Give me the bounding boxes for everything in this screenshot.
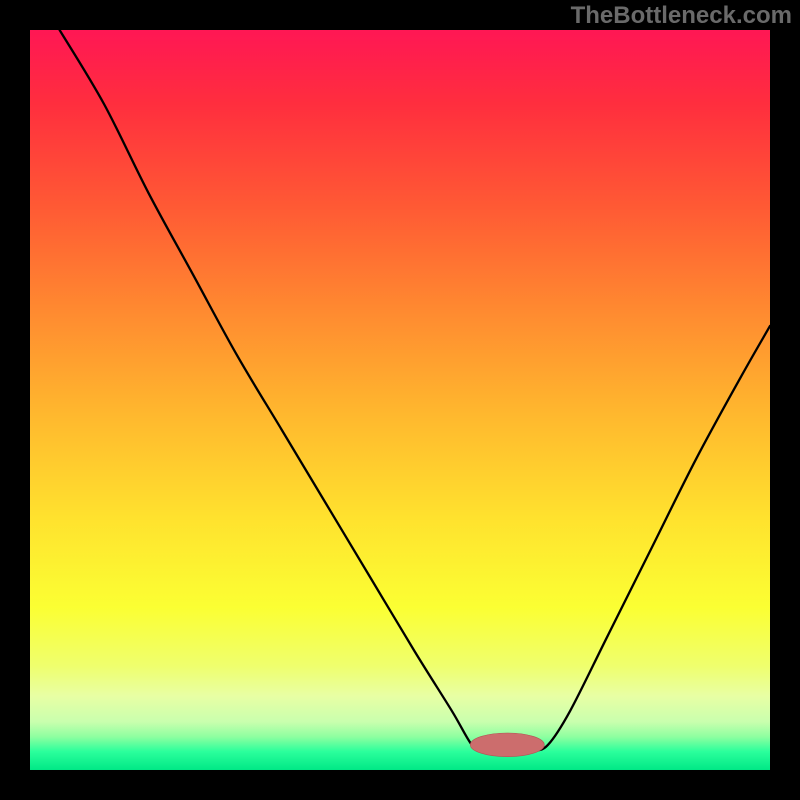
watermark-text: TheBottleneck.com (571, 2, 792, 30)
optimum-marker (470, 733, 544, 757)
gradient-background (30, 30, 770, 770)
plot-area (30, 30, 770, 770)
bottleneck-chart-svg (30, 30, 770, 770)
